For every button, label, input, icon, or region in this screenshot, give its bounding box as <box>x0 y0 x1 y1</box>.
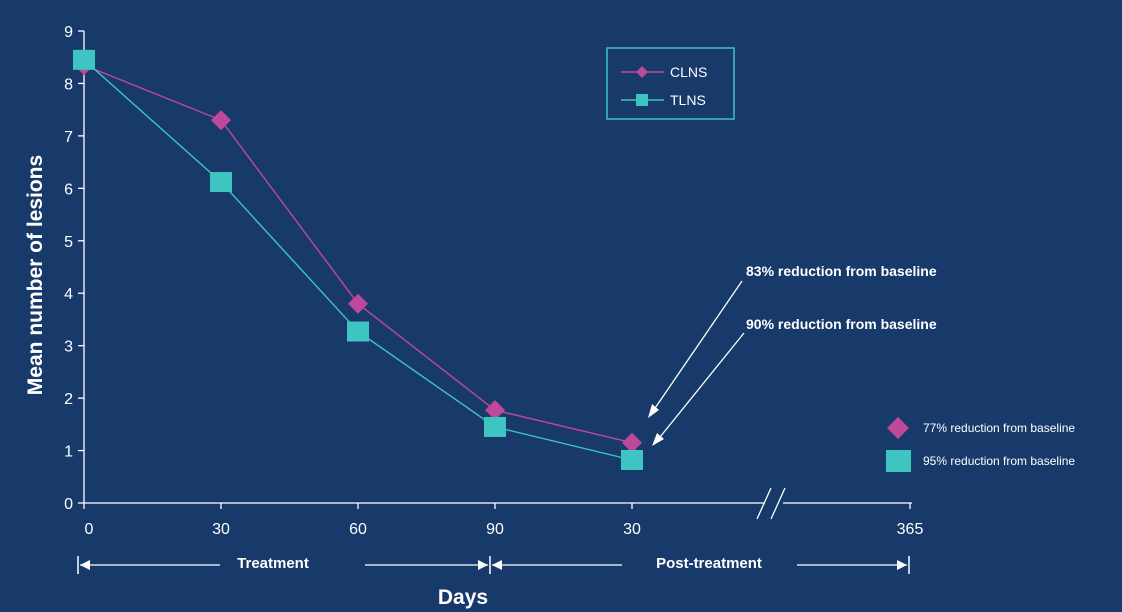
y-tick-label: 8 <box>64 76 73 93</box>
phase-post-treatment: Post-treatment <box>656 555 762 572</box>
side-legend: 77% reduction from baseline 95% reductio… <box>886 417 1075 472</box>
annotation-83-arrowhead <box>648 404 659 418</box>
phase-treatment: Treatment <box>237 555 309 572</box>
posttreatment-arrowhead-right <box>897 560 907 570</box>
y-tick-label: 3 <box>64 339 73 356</box>
legend-diamond-icon <box>636 66 648 78</box>
annotation-90-arrowhead <box>652 433 664 446</box>
x-tick-label: 365 <box>897 521 924 538</box>
x-tick-label: 30 <box>623 521 641 538</box>
y-tick-label: 4 <box>64 286 73 303</box>
x-tick-label: 60 <box>349 521 367 538</box>
annotations: 83% reduction from baseline 90% reductio… <box>648 263 937 446</box>
side-legend-diamond-icon <box>887 417 909 439</box>
data-point-tlns <box>210 172 232 193</box>
legend-label-clns: CLNS <box>670 64 707 80</box>
y-tick-label: 1 <box>64 444 73 461</box>
legend-box <box>606 47 735 120</box>
x-tick-label: 0 <box>85 521 94 538</box>
y-tick-label: 6 <box>64 181 73 198</box>
y-tick-label: 0 <box>64 496 73 513</box>
y-axis-ticks: 0 1 2 3 4 5 6 7 8 9 <box>64 24 84 513</box>
data-point-tlns <box>484 416 506 437</box>
annotation-83: 83% reduction from baseline <box>746 263 937 279</box>
posttreatment-arrowhead-left <box>492 560 502 570</box>
series-layer <box>73 49 643 470</box>
x-axis-ticks: 0 30 60 90 30 365 <box>83 503 924 538</box>
data-point-clns <box>348 293 368 314</box>
axes <box>83 31 912 520</box>
side-legend-square-icon <box>886 450 911 472</box>
x-tick-label: 90 <box>486 521 504 538</box>
legend: CLNS TLNS <box>606 47 735 120</box>
annotation-83-arrow <box>650 280 743 415</box>
legend-square-icon <box>636 94 648 106</box>
legend-label-tlns: TLNS <box>670 92 706 108</box>
data-point-tlns <box>73 49 95 70</box>
data-point-clns <box>622 432 642 453</box>
treatment-arrowhead-right <box>478 560 488 570</box>
phase-brackets: Treatment Post-treatment <box>77 555 910 574</box>
y-tick-label: 2 <box>64 391 73 408</box>
annotation-90-arrow <box>655 332 745 443</box>
data-point-clns <box>211 110 231 131</box>
side-legend-label-1: 77% reduction from baseline <box>923 421 1075 435</box>
y-tick-label: 9 <box>64 24 73 41</box>
data-point-tlns <box>347 321 369 342</box>
x-tick-label: 30 <box>212 521 230 538</box>
annotation-90: 90% reduction from baseline <box>746 316 937 332</box>
y-axis-title: Mean number of lesions <box>24 155 47 395</box>
data-point-tlns <box>621 449 643 470</box>
axis-break-mark-1 <box>756 487 772 520</box>
data-point-clns <box>485 400 505 421</box>
axis-break-mark-2 <box>770 487 786 520</box>
y-tick-label: 5 <box>64 234 73 251</box>
y-tick-label: 7 <box>64 129 73 146</box>
side-legend-label-2: 95% reduction from baseline <box>923 454 1075 468</box>
treatment-arrowhead-left <box>80 560 90 570</box>
x-axis-title: Days <box>438 586 488 609</box>
